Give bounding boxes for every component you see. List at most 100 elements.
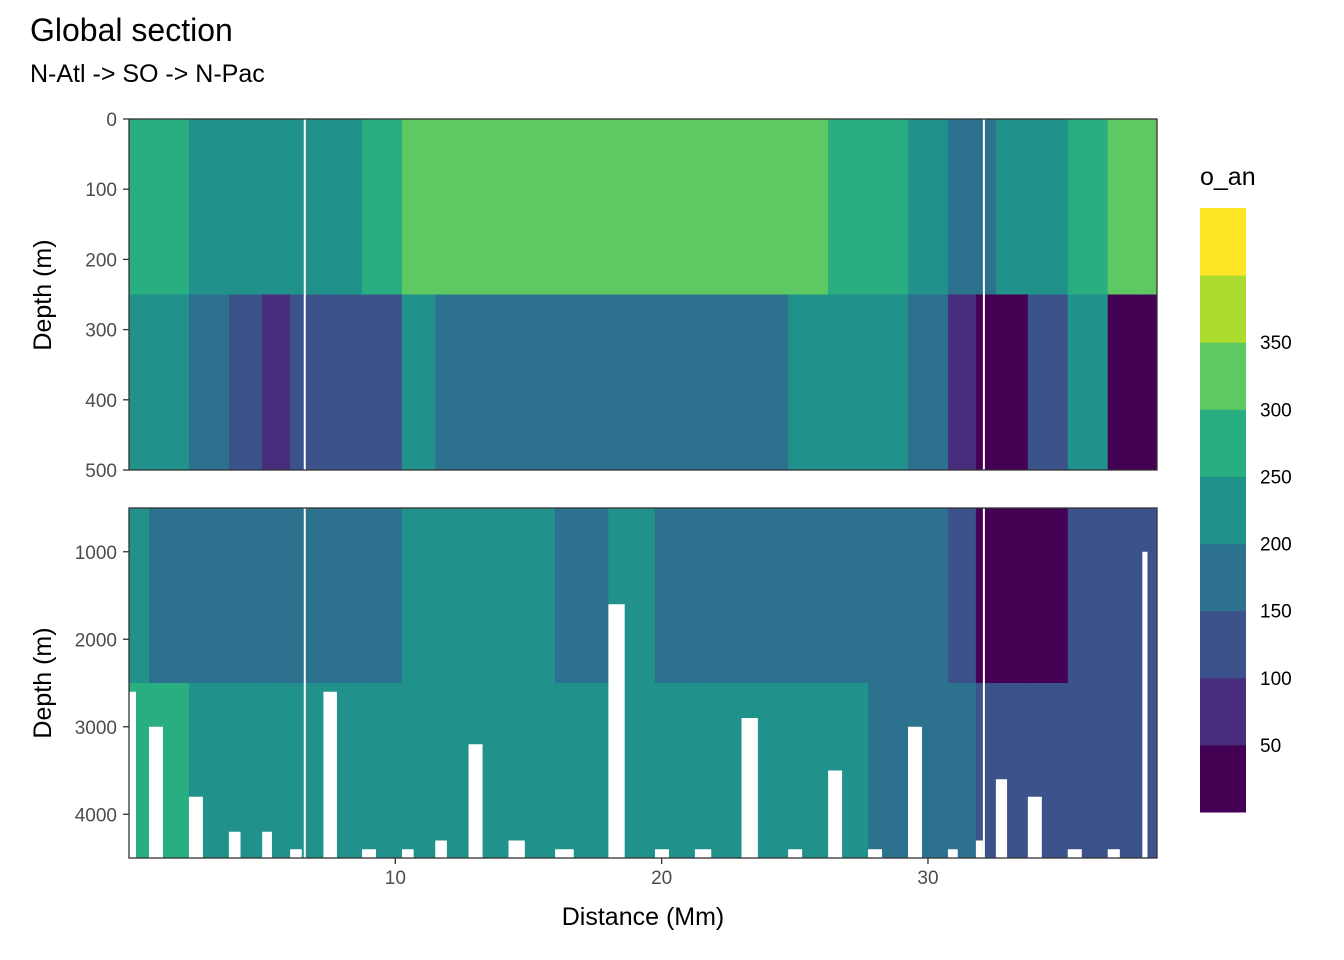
panels-group xyxy=(129,119,1157,858)
y-tick-label: 0 xyxy=(106,110,117,131)
y-tick-label: 300 xyxy=(85,321,117,342)
field-cell-upper-bottom xyxy=(907,294,949,470)
field-cell-upper-bottom xyxy=(262,294,291,470)
x-axis-title: Distance (Mm) xyxy=(562,903,725,931)
field-cell-upper-bottom xyxy=(828,294,869,470)
field-cell-upper-top xyxy=(1107,119,1143,296)
field-cell-lower-bottom xyxy=(555,683,609,858)
field-cell-upper-top xyxy=(907,119,949,296)
bathymetry-column xyxy=(947,849,958,858)
field-cell-upper-bottom xyxy=(508,294,556,470)
field-cell-upper-bottom xyxy=(323,294,363,470)
field-cell-upper-top xyxy=(555,119,609,296)
bathymetry-column xyxy=(228,831,241,858)
field-cell-upper-top xyxy=(1142,119,1157,296)
field-cell-upper-top xyxy=(788,119,829,296)
field-cell-upper-bottom xyxy=(129,294,150,470)
bathymetry-column xyxy=(508,840,525,858)
x-tick-label: 20 xyxy=(651,868,672,889)
field-cell-lower-top xyxy=(228,508,263,684)
field-cell-lower-top xyxy=(508,508,556,684)
y-tick-label: 2000 xyxy=(75,630,117,651)
legend-label: 150 xyxy=(1260,602,1292,623)
field-cell-upper-top xyxy=(1067,119,1109,296)
field-cell-upper-bottom xyxy=(995,294,1029,470)
field-cell-upper-bottom xyxy=(1107,294,1143,470)
y-tick-label: 200 xyxy=(85,250,117,271)
legend-label: 350 xyxy=(1260,333,1292,354)
field-cell-lower-bottom xyxy=(262,683,291,858)
field-cell-upper-bottom xyxy=(654,294,696,470)
bathymetry-column xyxy=(1067,849,1082,858)
field-cell-lower-bottom xyxy=(868,683,909,858)
y-tick-label: 400 xyxy=(85,391,117,412)
field-cell-upper-top xyxy=(995,119,1029,296)
bathymetry-column xyxy=(654,849,669,858)
field-cell-lower-top xyxy=(290,508,325,684)
y-tick-label: 4000 xyxy=(75,805,117,826)
field-cell-upper-bottom xyxy=(188,294,230,470)
field-cell-lower-top xyxy=(868,508,909,684)
field-cell-upper-top xyxy=(262,119,291,296)
field-cell-upper-bottom xyxy=(788,294,829,470)
bathymetry-column xyxy=(148,726,163,858)
field-cell-lower-bottom xyxy=(654,683,696,858)
field-cell-lower-bottom xyxy=(401,683,436,858)
field-cell-upper-bottom xyxy=(868,294,909,470)
bathymetry-column xyxy=(401,849,414,858)
field-cell-upper-top xyxy=(947,119,977,296)
bathymetry-column xyxy=(868,849,883,858)
field-cell-upper-top xyxy=(654,119,696,296)
field-cell-upper-bottom xyxy=(148,294,190,470)
field-cell-upper-top xyxy=(508,119,556,296)
legend-color-step xyxy=(1200,409,1246,477)
legend-color-step xyxy=(1200,744,1246,813)
legend-label: 100 xyxy=(1260,669,1292,690)
bathymetry-column xyxy=(1142,551,1148,858)
bathymetry-column xyxy=(828,770,843,858)
y-axis-title-lower: Depth (m) xyxy=(29,627,57,738)
field-cell-lower-top xyxy=(995,508,1029,684)
panel-upper-field xyxy=(129,119,1157,470)
field-cell-upper-top xyxy=(975,119,997,296)
field-cell-lower-top xyxy=(468,508,510,684)
field-cell-upper-bottom xyxy=(1142,294,1157,470)
legend-label: 300 xyxy=(1260,400,1292,421)
legend-color-step xyxy=(1200,543,1246,612)
chart-title: Global section xyxy=(30,12,233,48)
bathymetry-column xyxy=(694,849,712,858)
field-cell-lower-top xyxy=(148,508,190,684)
field-cell-lower-bottom xyxy=(290,683,325,858)
field-cell-upper-top xyxy=(608,119,656,296)
field-cell-lower-bottom xyxy=(1067,683,1109,858)
axes-group: 0 100 200 300 400 500 1000 2000 3000 4000 10 20 30 xyxy=(75,110,1158,889)
y-axis-title-upper: Depth (m) xyxy=(29,239,57,350)
field-cell-lower-top xyxy=(435,508,470,684)
field-cell-lower-top xyxy=(694,508,743,684)
field-cell-upper-top xyxy=(828,119,869,296)
field-cell-upper-bottom xyxy=(555,294,609,470)
field-cell-upper-bottom xyxy=(694,294,743,470)
field-cell-lower-bottom xyxy=(947,683,977,858)
field-cell-upper-bottom xyxy=(608,294,656,470)
bathymetry-column xyxy=(129,691,136,858)
bathymetry-column xyxy=(290,849,302,858)
field-cell-lower-top xyxy=(947,508,977,684)
legend-color-step xyxy=(1200,275,1246,343)
field-cell-upper-bottom xyxy=(290,294,325,470)
field-cell-upper-bottom xyxy=(947,294,977,470)
bathymetry-column xyxy=(362,849,377,858)
field-cell-upper-top xyxy=(868,119,909,296)
field-cell-upper-top xyxy=(228,119,263,296)
panel-upper-border xyxy=(128,118,1158,471)
field-cell-upper-top xyxy=(468,119,510,296)
bathymetry-column xyxy=(975,840,983,858)
legend-color-step xyxy=(1200,208,1246,276)
field-cell-upper-bottom xyxy=(1027,294,1069,470)
field-cell-lower-top xyxy=(129,508,150,684)
field-cell-upper-top xyxy=(148,119,190,296)
bathymetry-column xyxy=(188,796,203,858)
legend-color-step xyxy=(1200,342,1246,410)
field-cell-upper-bottom xyxy=(401,294,436,470)
field-cell-lower-bottom xyxy=(1107,683,1143,858)
